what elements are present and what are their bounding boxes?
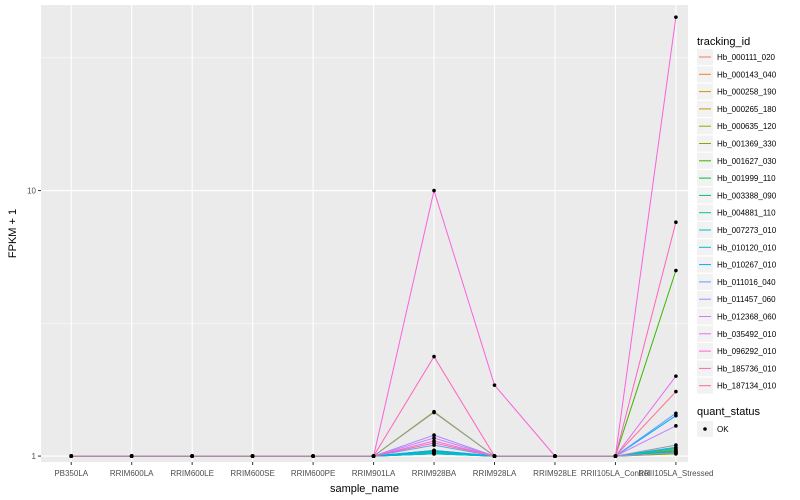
y-tick-label-0: 1 <box>32 452 37 461</box>
legend-label-Hb_187134_010: Hb_187134_010 <box>717 382 777 391</box>
point-Hb_010120_010-6 <box>432 452 436 456</box>
point-Hb_035492_010-10 <box>674 374 678 378</box>
legend-label-Hb_010267_010: Hb_010267_010 <box>717 261 777 270</box>
point-Hb_011457_060-6 <box>432 433 436 437</box>
legend-label-Hb_011016_040: Hb_011016_040 <box>717 278 776 287</box>
legend-label-Hb_185736_010: Hb_185736_010 <box>717 364 777 373</box>
legend: tracking_id Hb_000111_020Hb_000143_040Hb… <box>697 36 777 437</box>
legend-label-Hb_000265_180: Hb_000265_180 <box>717 105 777 114</box>
point-Hb_185736_010-10 <box>674 220 678 225</box>
point-Hb_011457_060-10 <box>674 450 678 455</box>
point-legend-label: OK <box>717 425 729 434</box>
plot-panel <box>41 5 688 462</box>
legend-label-Hb_001369_330: Hb_001369_330 <box>717 140 777 149</box>
legend-label-Hb_010120_010: Hb_010120_010 <box>717 243 777 252</box>
point-Hb_011016_040-10 <box>674 411 678 416</box>
legend-label-Hb_000635_120: Hb_000635_120 <box>717 122 777 131</box>
point-extra-20-10 <box>674 443 678 447</box>
gridlines <box>41 5 688 462</box>
legend-label-Hb_004881_110: Hb_004881_110 <box>717 209 776 218</box>
point-Hb_187134_010-6 <box>432 441 436 445</box>
legend-items: Hb_000111_020 Hb_000143_040 Hb_000258_190 H… <box>697 49 777 394</box>
legend-label-Hb_007273_010: Hb_007273_010 <box>717 226 777 235</box>
legend-label-Hb_003388_090: Hb_003388_090 <box>717 191 777 200</box>
legend-label-Hb_001999_110: Hb_001999_110 <box>717 174 776 183</box>
point-Hb_096292_010-7 <box>492 383 497 387</box>
point-Hb_001627_030-10 <box>674 268 678 273</box>
point-extra-20-3 <box>250 454 255 458</box>
point-extra-20-1 <box>129 454 134 458</box>
legend-label-Hb_001627_030: Hb_001627_030 <box>717 157 777 166</box>
legend-title: tracking_id <box>697 36 750 48</box>
point-legend-key <box>703 427 707 431</box>
x-tick-label-0: PB350LA <box>54 469 88 478</box>
point-extra-20-0 <box>69 454 74 458</box>
point-Hb_096292_010-6 <box>432 188 436 193</box>
point-Hb_012368_060-10 <box>674 424 678 428</box>
point-extra-20-8 <box>553 454 557 458</box>
legend-label-Hb_035492_010: Hb_035492_010 <box>717 330 777 339</box>
point-legend-item: OK <box>697 421 729 437</box>
point-extra-20-4 <box>311 454 315 458</box>
point-Hb_096292_010-10 <box>674 15 678 19</box>
x-tick-label-8: RRIM928LE <box>533 469 577 478</box>
x-axis-ticks: PB350LA RRIM600LA RRIM600LE RRIM600SE RRIM60… <box>54 462 713 478</box>
legend-label-Hb_000111_020: Hb_000111_020 <box>717 53 776 62</box>
legend-label-Hb_011457_060: Hb_011457_060 <box>717 295 776 304</box>
point-Hb_010267_010-6 <box>432 448 436 453</box>
x-tick-label-3: RRIM600SE <box>230 469 274 478</box>
y-tick-label-1: 10 <box>27 187 36 196</box>
x-tick-label-9: RRII105LA_Control <box>581 469 651 478</box>
data-points <box>69 15 678 458</box>
x-tick-label-6: RRIM928BA <box>412 469 457 478</box>
y-axis-title: FPKM + 1 <box>7 209 19 258</box>
x-tick-label-4: RRIM600PE <box>291 469 335 478</box>
y-axis-ticks: 1 10 <box>27 187 41 461</box>
point-Hb_187134_010-10 <box>674 389 678 394</box>
point-extra-20-5 <box>371 454 376 458</box>
x-axis-title: sample_name <box>330 483 399 495</box>
legend-label-Hb_012368_060: Hb_012368_060 <box>717 313 777 322</box>
legend-label-Hb_000258_190: Hb_000258_190 <box>717 88 777 97</box>
point-extra-20-9 <box>613 454 618 458</box>
point-extra-20-7 <box>492 454 497 458</box>
point-legend-title: quant_status <box>697 406 760 418</box>
x-tick-label-2: RRIM600LE <box>170 469 214 478</box>
point-extra-20-2 <box>190 454 194 458</box>
point-Hb_012368_060-6 <box>432 436 436 440</box>
point-extra-20-6 <box>432 410 436 415</box>
x-tick-label-10: RRII105LA_Stressed <box>638 469 713 478</box>
point-Hb_185736_010-6 <box>432 354 436 359</box>
legend-label-Hb_000143_040: Hb_000143_040 <box>717 70 777 79</box>
legend-label-Hb_096292_010: Hb_096292_010 <box>717 347 777 356</box>
x-tick-label-7: RRIM928LA <box>473 469 517 478</box>
x-tick-label-5: RRIM901LA <box>352 469 396 478</box>
x-tick-label-1: RRIM600LA <box>110 469 154 478</box>
